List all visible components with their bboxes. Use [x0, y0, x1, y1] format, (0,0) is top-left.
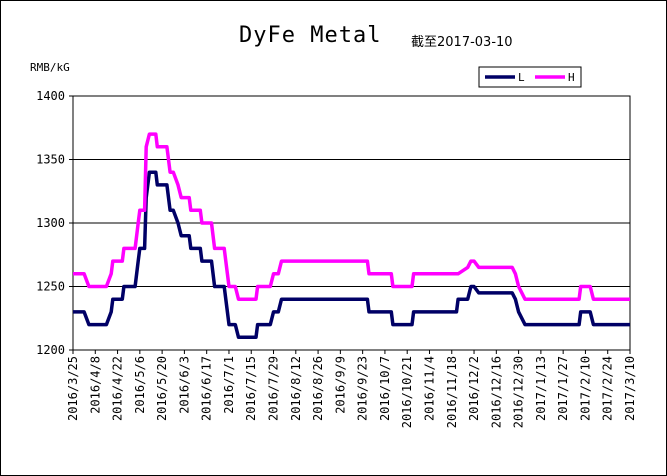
y-axis-label: RMB/kG: [30, 61, 70, 74]
x-tick-label: 2016/7/1: [222, 356, 236, 414]
x-tick-label: 2016/4/22: [111, 356, 125, 421]
x-tick-label: 2016/11/4: [422, 356, 436, 421]
x-tick-label: 2016/5/20: [155, 356, 169, 421]
chart-subtitle: 截至2017-03-10: [411, 35, 513, 50]
x-tick-label: 2016/9/23: [356, 356, 370, 421]
legend: [478, 66, 582, 88]
x-tick-label: 2017/2/10: [578, 356, 592, 421]
series-line-L: [73, 170, 630, 340]
legend-label-L: L: [518, 71, 525, 84]
x-tick-label: 2016/10/21: [400, 356, 414, 428]
x-tick-label: 2016/11/18: [445, 356, 459, 428]
x-tick-label: 2016/12/2: [467, 356, 481, 421]
y-tick-label: 1250: [36, 280, 65, 294]
y-tick-label: 1400: [36, 89, 65, 103]
y-tick-label: 1350: [36, 153, 65, 167]
x-tick-label: 2017/1/13: [534, 356, 548, 421]
x-tick-label: 2016/6/17: [200, 356, 214, 421]
x-tick-label: 2016/12/16: [489, 356, 503, 428]
x-tick-label: 2017/2/24: [601, 356, 615, 421]
x-tick-label: 2017/1/27: [556, 356, 570, 421]
x-tick-label: 2016/3/25: [66, 356, 80, 421]
x-tick-label: 2017/3/10: [623, 356, 637, 421]
x-tick-label: 2016/10/7: [378, 356, 392, 421]
legend-label-H: H: [568, 71, 575, 84]
y-tick-label: 1300: [36, 216, 65, 230]
x-tick-label: 2016/7/15: [244, 356, 258, 421]
y-tick-label: 1200: [36, 343, 65, 357]
x-tick-label: 2016/7/29: [267, 356, 281, 421]
x-tick-label: 2016/8/12: [289, 356, 303, 421]
x-tick-label: 2016/5/6: [133, 356, 147, 414]
chart-title: DyFe Metal: [239, 23, 382, 48]
x-tick-label: 2016/4/8: [88, 356, 102, 414]
series-line-H: [73, 132, 630, 301]
x-tick-label: 2016/9/9: [333, 356, 347, 414]
x-tick-label: 2016/12/30: [512, 356, 526, 428]
x-tick-label: 2016/8/26: [311, 356, 325, 421]
x-tick-label: 2016/6/3: [177, 356, 191, 414]
